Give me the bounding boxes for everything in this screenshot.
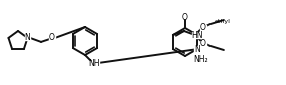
Text: O: O bbox=[200, 23, 206, 32]
Bar bbox=[49, 35, 55, 40]
Bar bbox=[192, 32, 202, 38]
Text: N: N bbox=[25, 33, 30, 42]
Bar bbox=[200, 24, 206, 29]
Bar bbox=[200, 40, 206, 45]
Text: NH₂: NH₂ bbox=[193, 54, 208, 63]
Bar bbox=[25, 35, 30, 40]
Text: O: O bbox=[182, 12, 188, 22]
Text: ethyl: ethyl bbox=[215, 19, 231, 24]
Bar bbox=[194, 46, 200, 52]
Text: NH: NH bbox=[88, 59, 100, 69]
Text: O: O bbox=[200, 39, 206, 48]
Bar bbox=[89, 61, 99, 67]
Text: HN: HN bbox=[191, 31, 203, 40]
Text: O: O bbox=[49, 33, 55, 42]
Text: N: N bbox=[194, 45, 200, 53]
